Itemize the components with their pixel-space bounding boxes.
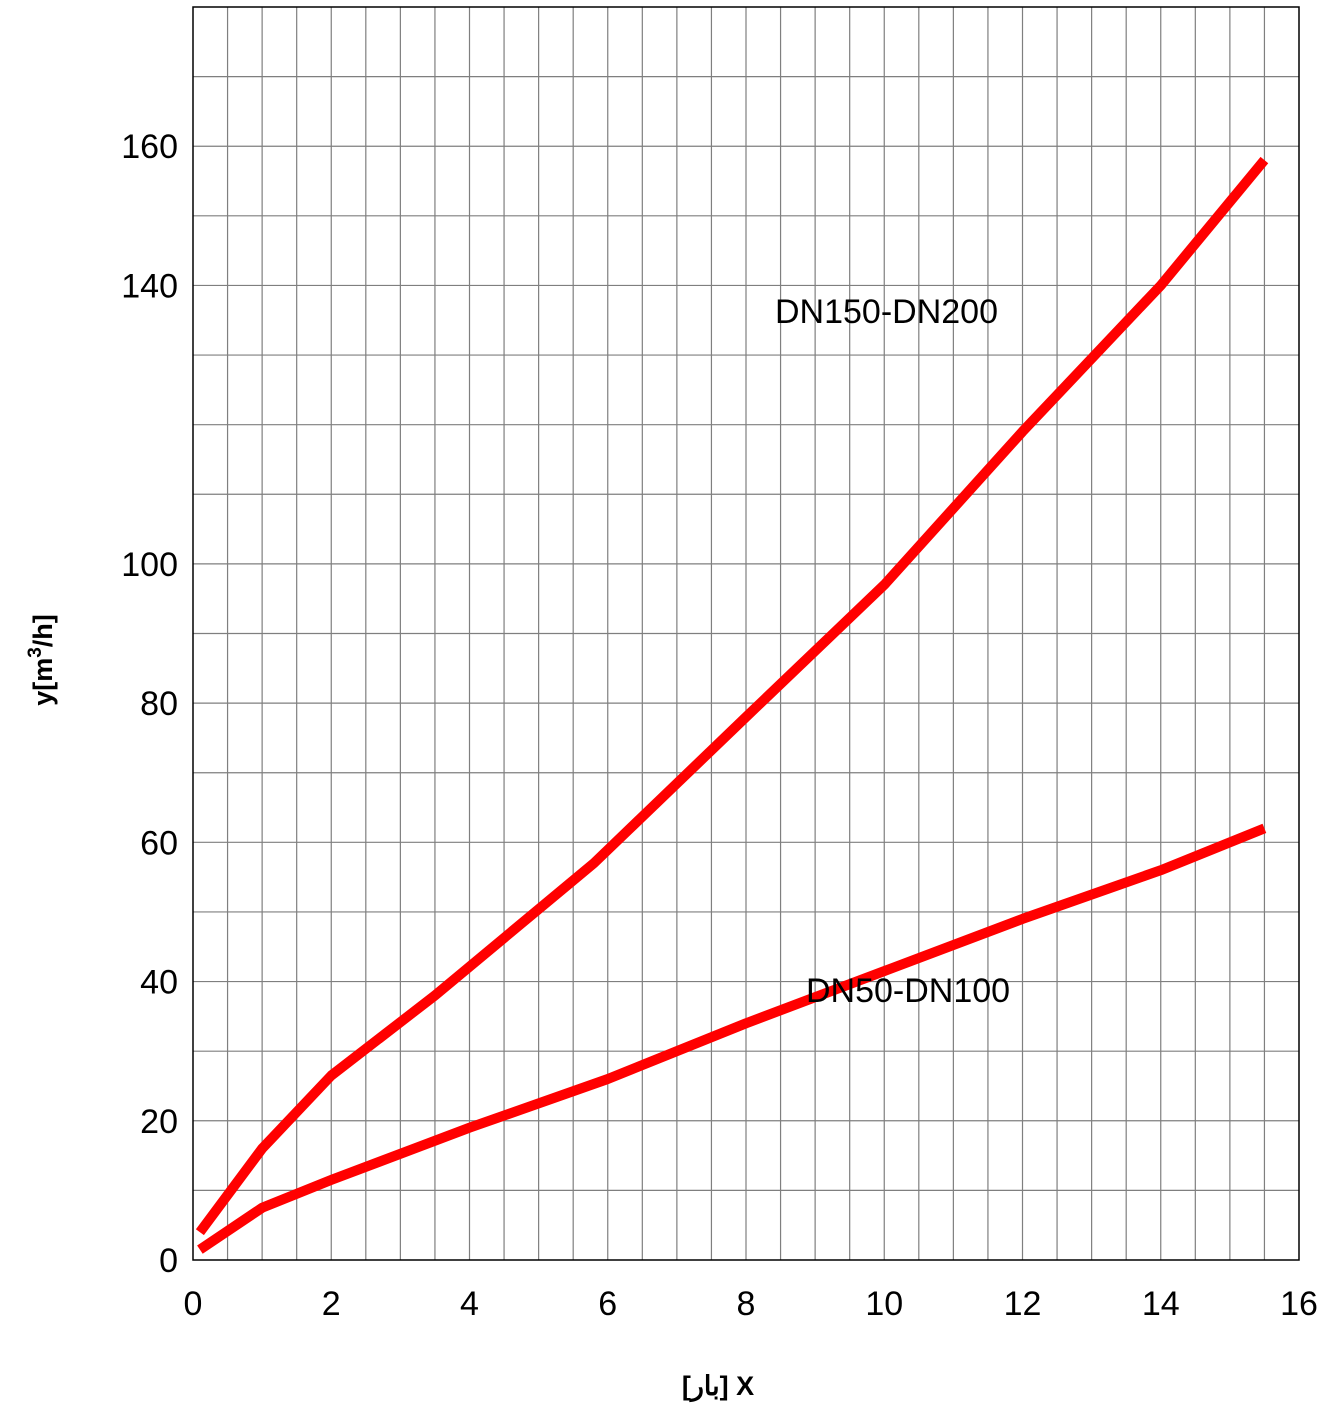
x-axis-title-unit: [بار] — [682, 1371, 729, 1403]
x-tick-label: 10 — [865, 1285, 903, 1323]
series-label-dn150-dn200: DN150-DN200 — [775, 293, 998, 331]
y-axis-title-sup: 3 — [25, 647, 46, 658]
y-tick-label: 80 — [140, 685, 178, 723]
x-axis-title: [بار] X — [682, 1371, 754, 1403]
series-label-dn50-dn100: DN50-DN100 — [806, 972, 1010, 1010]
x-tick-labels: 0 2 4 6 8 10 12 14 16 — [184, 1285, 1318, 1323]
x-tick-label: 0 — [184, 1285, 203, 1323]
x-axis-title-symbol: X — [736, 1371, 754, 1401]
series-lines — [195, 156, 1269, 1254]
y-tick-label: 100 — [121, 546, 178, 584]
y-tick-label: 20 — [140, 1103, 178, 1141]
y-tick-label: 60 — [140, 824, 178, 862]
x-tick-label: 16 — [1280, 1285, 1318, 1323]
y-axis-title-base: y[m — [28, 658, 58, 706]
y-tick-label: 40 — [140, 964, 178, 1002]
y-axis-title-tail: /h] — [28, 614, 58, 647]
plot-frame — [192, 6, 1300, 1261]
x-tick-label: 4 — [460, 1285, 479, 1323]
y-tick-label: 140 — [121, 267, 178, 305]
series-line-0 — [195, 156, 1269, 1236]
x-tick-label: 12 — [1004, 1285, 1042, 1323]
y-tick-label: 160 — [121, 128, 178, 166]
series-line-1 — [197, 823, 1267, 1254]
y-tick-labels: 0 20 40 60 80 100 140 160 — [121, 128, 178, 1280]
x-tick-label: 8 — [737, 1285, 756, 1323]
x-tick-label: 14 — [1142, 1285, 1180, 1323]
x-tick-label: 6 — [598, 1285, 617, 1323]
y-tick-label: 0 — [159, 1242, 178, 1280]
y-axis-title: y[m3/h] — [25, 614, 58, 706]
grid — [193, 7, 1299, 1260]
x-tick-label: 2 — [322, 1285, 341, 1323]
